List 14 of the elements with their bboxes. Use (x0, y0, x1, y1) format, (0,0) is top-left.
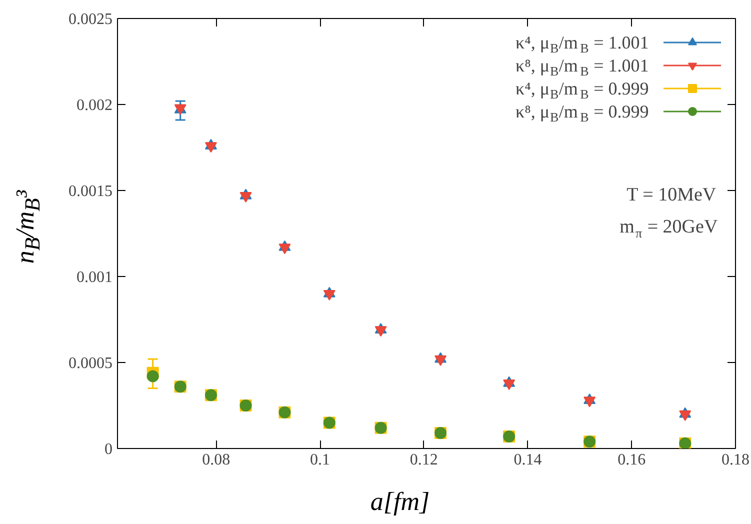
x-tick-label: 0.18 (722, 452, 750, 468)
x-tick-label: 0.1 (310, 452, 330, 468)
annotation: T = 10MeV (626, 184, 716, 206)
x-tick-label: 0.12 (410, 452, 438, 468)
x-tick-label: 0.14 (514, 452, 542, 468)
y-tick-label: 0.0015 (68, 183, 112, 200)
x-tick-label: 0.08 (202, 452, 230, 468)
y-tick-label: 0.002 (76, 97, 112, 114)
x-tick-label: 0.16 (618, 452, 646, 468)
y-tick-label: 0.001 (76, 269, 112, 286)
y-tick-label: 0 (104, 441, 112, 458)
x-axis-title: a[fm] (369, 486, 431, 518)
y-tick-label: 0.0005 (68, 355, 112, 372)
y-tick-label: 0.0025 (68, 11, 112, 28)
